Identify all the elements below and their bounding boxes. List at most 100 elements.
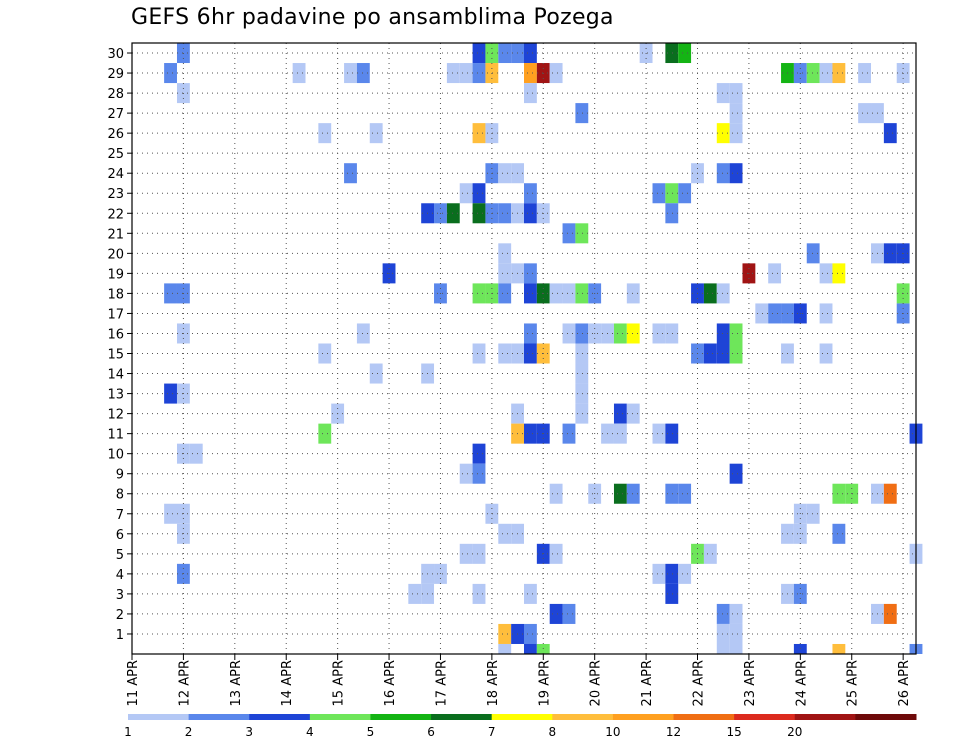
heatmap-cell (524, 643, 537, 654)
heatmap-cell (369, 123, 383, 144)
colorbar-segment (128, 714, 190, 720)
y-tick-label: 19 (107, 267, 124, 282)
heatmap-cell (652, 563, 666, 584)
heatmap-cell (318, 123, 332, 144)
heatmap-cell (613, 323, 627, 344)
heatmap-cell (665, 203, 679, 224)
colorbar-label: 2 (185, 725, 193, 739)
heatmap-cell (665, 583, 679, 604)
y-tick-label: 21 (107, 227, 124, 242)
y-tick-label: 18 (107, 287, 124, 302)
y-tick-label: 14 (107, 368, 124, 383)
heatmap-cell (626, 403, 640, 424)
heatmap-cell (498, 623, 512, 644)
heatmap-cell (524, 423, 537, 444)
heatmap-cell (613, 403, 627, 424)
heatmap-cell (498, 243, 512, 264)
colorbar-label: 1 (124, 725, 132, 739)
heatmap-cell (498, 163, 512, 184)
heatmap-cell (446, 203, 460, 224)
heatmap-cell (626, 483, 640, 504)
heatmap-cell (665, 483, 679, 504)
y-tick-label: 7 (116, 508, 124, 523)
x-tick-label: 12 APR (177, 660, 192, 706)
x-tick-label: 11 APR (126, 660, 141, 706)
heatmap-cell (729, 643, 743, 654)
colorbar-label: 12 (666, 725, 681, 739)
heatmap-cell (472, 63, 486, 84)
y-tick-label: 6 (116, 528, 124, 543)
heatmap-cell (575, 323, 589, 344)
heatmap-cell (652, 423, 666, 444)
x-tick-label: 22 APR (692, 660, 707, 706)
heatmap-cell (292, 63, 306, 84)
y-tick-label: 1 (116, 628, 124, 643)
heatmap-cell (498, 283, 512, 304)
heatmap-cell (562, 423, 576, 444)
heatmap-cell (472, 443, 486, 464)
heatmap-cell (729, 463, 743, 484)
heatmap-cell (549, 603, 563, 624)
heatmap-cell (819, 343, 833, 364)
heatmap-cell (575, 363, 589, 384)
colorbar-segment (491, 714, 553, 720)
heatmap-cell (472, 123, 486, 144)
heatmap-cell (729, 123, 743, 144)
y-tick-label: 5 (116, 548, 124, 563)
colorbar-label: 15 (727, 725, 742, 739)
heatmap-cell (472, 203, 486, 224)
heatmap-cell (575, 403, 589, 424)
heatmap-cell (883, 243, 897, 264)
colorbar-segment (794, 714, 856, 720)
heatmap-cell (652, 323, 666, 344)
heatmap-cell (716, 283, 730, 304)
heatmap-cell (472, 463, 486, 484)
colorbar-label: 5 (367, 725, 375, 739)
heatmap-cell (626, 283, 640, 304)
y-tick-label: 16 (107, 327, 124, 342)
heatmap-cell (459, 463, 473, 484)
heatmap-cell (755, 303, 769, 324)
heatmap-cell (626, 323, 640, 344)
heatmap-cell (459, 183, 473, 204)
colorbar-segment (734, 714, 796, 720)
heatmap-cell (703, 283, 717, 304)
heatmap-cell (472, 543, 486, 564)
heatmap-cell (832, 263, 846, 284)
heatmap-cell (498, 523, 512, 544)
heatmap-cell (344, 63, 357, 84)
y-tick-label: 27 (107, 107, 124, 122)
heatmap-cell (729, 163, 743, 184)
heatmap-cell (665, 323, 679, 344)
heatmap-cell (459, 543, 473, 564)
heatmap-cell (832, 523, 846, 544)
x-tick-label: 21 APR (640, 660, 655, 706)
heatmap-cell (575, 223, 589, 244)
y-tick-label: 20 (107, 247, 124, 262)
heatmap-cell (524, 623, 537, 644)
heatmap-cell (665, 43, 679, 64)
heatmap-cell (729, 343, 743, 364)
heatmap-cell (729, 103, 743, 124)
x-tick-label: 25 APR (846, 660, 861, 706)
x-tick-label: 15 APR (332, 660, 347, 706)
x-tick-label: 14 APR (280, 660, 295, 706)
heatmap-cell (819, 263, 833, 284)
heatmap-cell (524, 203, 537, 224)
heatmap-cell (716, 323, 730, 344)
x-tick-label: 26 APR (897, 660, 912, 706)
heatmap-cell (472, 183, 486, 204)
heatmap-cell (524, 43, 537, 64)
heatmap-cell (652, 183, 666, 204)
heatmap-cell (665, 183, 679, 204)
heatmap-cell (472, 583, 486, 604)
heatmap-cell (716, 83, 730, 104)
heatmap-cell (883, 483, 897, 504)
colorbar-label: 3 (245, 725, 253, 739)
colorbar-label: 4 (306, 725, 314, 739)
heatmap-cell (819, 63, 833, 84)
plot-frame (131, 42, 917, 655)
heatmap-cell (524, 283, 537, 304)
y-tick-label: 13 (107, 388, 124, 403)
